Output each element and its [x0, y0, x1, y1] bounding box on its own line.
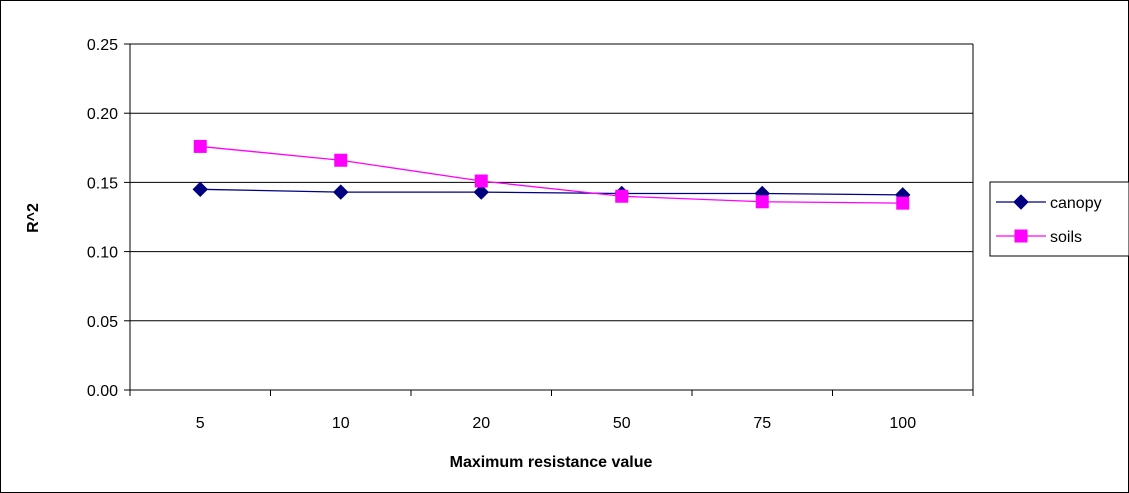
- y-tick-label: 0.10: [87, 245, 118, 262]
- y-tick-label: 0.00: [87, 383, 118, 400]
- series-layer: [192, 139, 911, 210]
- legend: canopy soils: [989, 181, 1129, 257]
- data-point-canopy: [473, 184, 489, 200]
- legend-box: [989, 181, 1129, 257]
- y-axis-title: R^2: [25, 203, 42, 233]
- x-tick-label: 75: [753, 415, 771, 432]
- y-tick-label: 0.20: [87, 106, 118, 123]
- x-tick-label: 10: [332, 415, 350, 432]
- data-point-soils: [193, 139, 207, 153]
- y-tick-label: 0.15: [87, 175, 118, 192]
- legend-marker-soils: [1014, 229, 1028, 243]
- x-axis-title: Maximum resistance value: [450, 454, 653, 471]
- data-point-soils: [755, 195, 769, 209]
- x-tick-label: 5: [196, 415, 205, 432]
- data-point-soils: [615, 189, 629, 203]
- data-point-soils: [334, 153, 348, 167]
- y-tick-label: 0.25: [87, 37, 118, 54]
- series-line-canopy: [200, 188, 903, 196]
- x-tick-label: 20: [472, 415, 490, 432]
- data-point-canopy: [333, 184, 349, 200]
- series-line-soils: [200, 145, 903, 204]
- grid-layer: [130, 43, 974, 390]
- data-point-soils: [896, 196, 910, 210]
- x-tick-label: 100: [889, 415, 916, 432]
- legend-marker-canopy: [1013, 194, 1029, 210]
- x-tick-label: 50: [613, 415, 631, 432]
- y-tick-label: 0.05: [87, 314, 118, 331]
- axis-layer: 0.00 0.05 0.10 0.15 0.20 0.25 5 10 20 50 75 100: [87, 37, 974, 432]
- data-point-canopy: [192, 181, 208, 198]
- legend-label-canopy: canopy: [1050, 195, 1102, 212]
- data-point-soils: [474, 174, 488, 188]
- legend-label-soils: soils: [1050, 229, 1082, 246]
